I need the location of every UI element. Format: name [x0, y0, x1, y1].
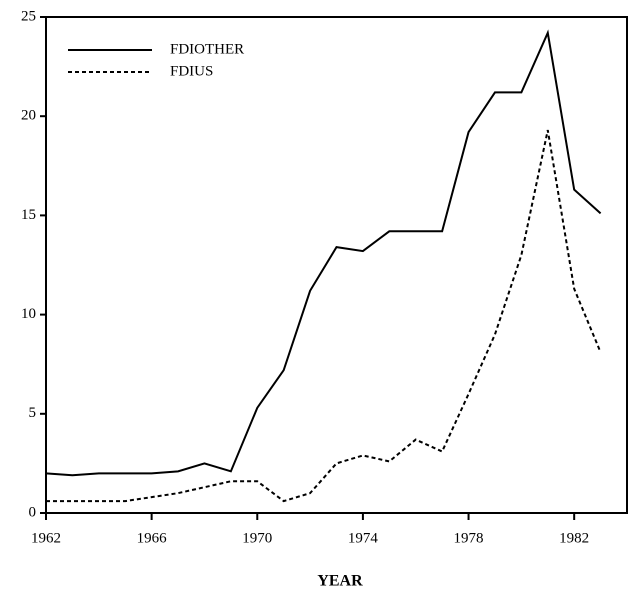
y-tick-label: 25 [21, 8, 36, 24]
y-tick-label: 5 [29, 405, 37, 421]
y-tick-label: 20 [21, 108, 36, 124]
x-tick-label: 1966 [137, 530, 168, 546]
x-axis-title: YEAR [317, 573, 363, 590]
x-tick-label: 1962 [31, 530, 61, 546]
y-tick-label: 10 [21, 306, 36, 322]
legend-label: FDIOTHER [170, 41, 244, 57]
y-tick-label: 15 [21, 207, 36, 223]
x-tick-label: 1978 [454, 530, 484, 546]
x-tick-label: 1982 [559, 530, 589, 546]
y-tick-label: 0 [29, 504, 37, 520]
x-tick-label: 1974 [348, 530, 379, 546]
data-line [46, 129, 602, 503]
legend-label: FDIUS [170, 63, 213, 79]
x-tick-label: 1970 [242, 530, 272, 546]
plot-frame [45, 16, 628, 514]
data-line [45, 29, 602, 477]
